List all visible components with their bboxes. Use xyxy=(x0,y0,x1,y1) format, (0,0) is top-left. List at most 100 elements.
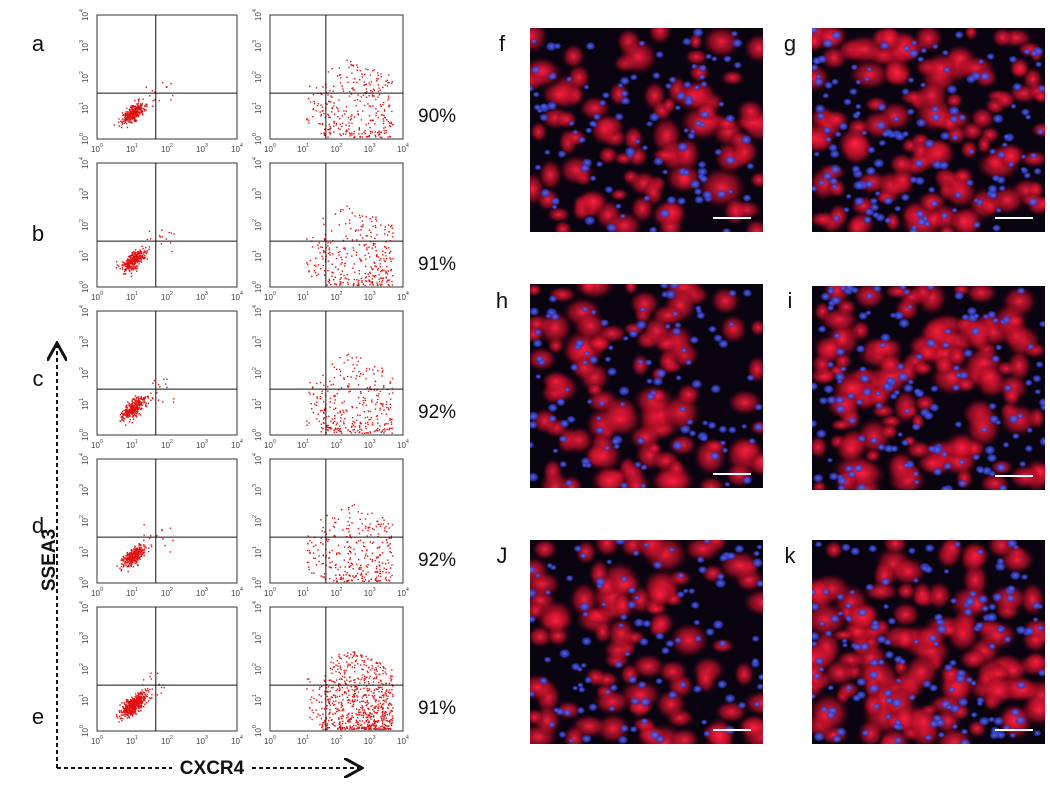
event xyxy=(367,563,369,566)
event xyxy=(375,250,377,252)
event xyxy=(315,110,317,112)
event xyxy=(136,405,138,408)
event xyxy=(375,673,377,676)
event xyxy=(330,661,332,663)
event xyxy=(387,725,389,727)
event xyxy=(320,104,322,106)
event xyxy=(351,715,353,717)
event xyxy=(135,560,137,563)
nucleus xyxy=(693,187,703,196)
event xyxy=(128,555,130,557)
event xyxy=(381,114,384,116)
event xyxy=(345,235,347,237)
event xyxy=(348,122,350,124)
event xyxy=(353,130,355,133)
nucleus xyxy=(694,195,705,205)
event xyxy=(335,574,337,576)
event xyxy=(141,689,143,691)
event xyxy=(124,564,126,566)
tick-base: 10 xyxy=(196,145,205,154)
event xyxy=(383,700,386,702)
tick-exp: 2 xyxy=(339,291,342,297)
nucleus xyxy=(588,355,599,365)
event xyxy=(365,665,368,667)
nucleus xyxy=(689,179,702,190)
tick-label: 103 xyxy=(79,484,90,496)
event xyxy=(359,69,361,72)
event xyxy=(389,125,392,128)
cytoplasm xyxy=(882,58,913,88)
nucleus xyxy=(686,418,694,426)
event xyxy=(143,110,146,112)
event xyxy=(380,706,382,709)
event xyxy=(352,87,354,89)
event xyxy=(381,277,383,280)
event xyxy=(126,404,128,407)
nucleus xyxy=(530,306,540,316)
nucleus xyxy=(949,115,959,124)
event xyxy=(389,720,391,723)
event xyxy=(379,554,381,556)
event xyxy=(125,414,128,417)
event xyxy=(365,258,367,260)
event xyxy=(136,112,139,115)
nucleus xyxy=(679,406,687,413)
event xyxy=(141,694,143,696)
event xyxy=(347,698,350,701)
event xyxy=(372,681,375,683)
nucleus xyxy=(854,110,862,117)
event xyxy=(126,706,128,708)
event xyxy=(375,557,378,559)
event xyxy=(379,89,382,91)
tick-exp: 0 xyxy=(100,291,103,297)
event xyxy=(369,712,372,715)
event xyxy=(353,727,355,730)
event xyxy=(323,128,326,131)
nucleus xyxy=(689,335,700,345)
event xyxy=(121,416,124,418)
nucleus xyxy=(668,284,680,290)
tick-exp: 2 xyxy=(252,219,258,222)
event xyxy=(139,257,142,260)
event xyxy=(388,122,391,124)
event xyxy=(370,236,372,238)
event xyxy=(138,100,140,102)
event xyxy=(383,567,385,569)
event xyxy=(129,701,131,704)
event xyxy=(130,116,132,118)
event xyxy=(377,520,379,523)
event xyxy=(389,427,391,430)
event xyxy=(342,409,344,412)
event xyxy=(138,407,141,409)
event xyxy=(379,407,381,409)
event xyxy=(381,682,383,685)
event xyxy=(383,726,386,729)
event xyxy=(355,685,357,688)
tick-base: 10 xyxy=(81,635,90,644)
event xyxy=(376,571,378,573)
event xyxy=(123,264,126,266)
event xyxy=(139,700,141,703)
tick-base: 10 xyxy=(81,74,90,83)
event xyxy=(339,665,341,667)
event xyxy=(326,514,328,517)
event xyxy=(369,541,372,543)
event xyxy=(387,280,390,282)
event xyxy=(381,719,383,721)
event xyxy=(370,705,372,708)
tick-base: 10 xyxy=(161,737,170,746)
nucleus xyxy=(951,207,958,213)
event xyxy=(354,664,356,666)
event xyxy=(355,229,357,231)
event xyxy=(388,725,390,727)
event xyxy=(350,552,352,554)
event xyxy=(331,363,333,365)
event xyxy=(133,703,136,706)
event xyxy=(143,396,145,399)
event xyxy=(160,692,163,694)
tick-base: 10 xyxy=(254,74,263,83)
event xyxy=(148,230,151,233)
event xyxy=(385,710,387,713)
event xyxy=(363,694,366,696)
event xyxy=(340,283,342,285)
